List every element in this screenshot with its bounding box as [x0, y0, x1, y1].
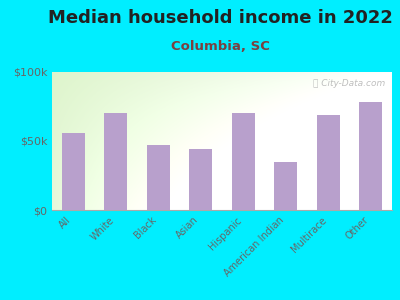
Bar	[62, 133, 85, 210]
Text: Median household income in 2022: Median household income in 2022	[48, 9, 392, 27]
Bar	[274, 162, 298, 210]
Bar	[189, 149, 212, 210]
Bar	[146, 145, 170, 210]
Bar	[232, 113, 255, 210]
Bar	[316, 115, 340, 210]
Bar	[359, 102, 382, 210]
Text: ⓘ City-Data.com: ⓘ City-Data.com	[313, 79, 385, 88]
Bar	[104, 113, 128, 210]
Text: Columbia, SC: Columbia, SC	[170, 40, 270, 53]
